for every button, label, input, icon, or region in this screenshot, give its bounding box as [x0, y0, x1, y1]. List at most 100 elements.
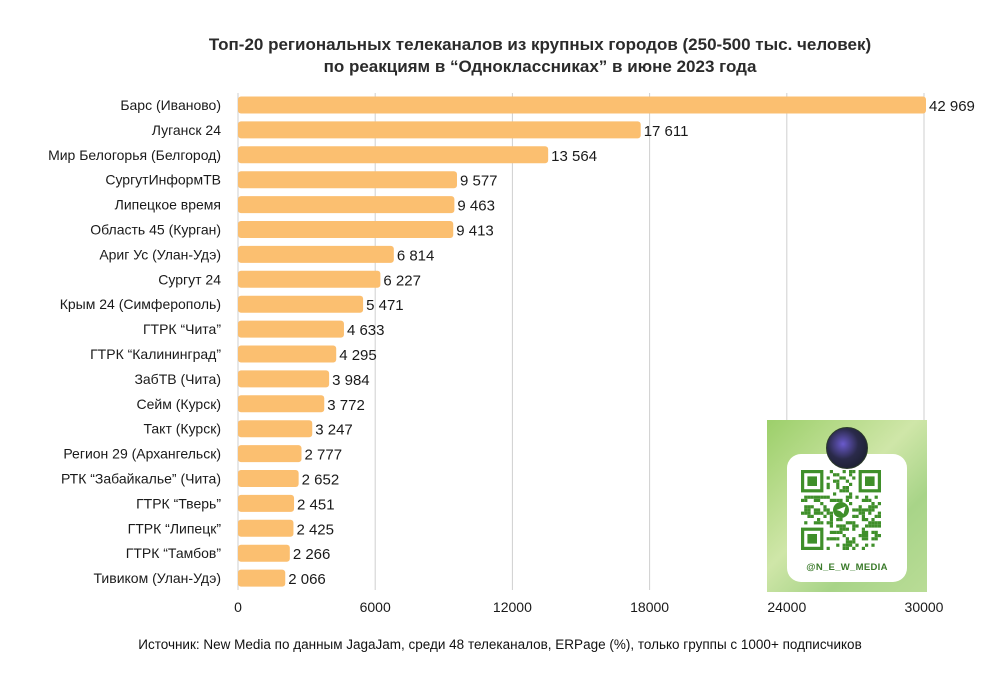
qr-module [868, 498, 872, 502]
qr-module [865, 508, 869, 512]
qr-module [865, 524, 869, 528]
category-label-14: Регион 29 (Архангельск) [63, 446, 221, 462]
category-label-5: Область 45 (Курган) [90, 222, 221, 238]
bar-2 [238, 146, 549, 164]
value-label-2: 13 564 [551, 148, 597, 165]
qr-module [829, 521, 833, 525]
x-tick-label-3: 18000 [630, 599, 669, 615]
qr-module [826, 495, 830, 499]
qr-module [845, 486, 849, 490]
x-tick-label-1: 6000 [360, 599, 391, 615]
qr-module [829, 530, 833, 534]
qr-module [820, 511, 824, 515]
bar-4 [238, 196, 455, 214]
qr-module [861, 511, 865, 515]
x-tick-label-0: 0 [234, 599, 242, 615]
value-label-11: 3 984 [332, 372, 370, 389]
category-label-19: Тивиком (Улан-Удэ) [94, 570, 222, 586]
qr-finder-inner [807, 534, 817, 544]
category-label-16: ГТРК “Тверь” [136, 495, 221, 511]
category-label-10: ГТРК “Калининград” [90, 346, 221, 362]
qr-module [804, 498, 808, 502]
qr-module [868, 524, 872, 528]
qr-module [877, 502, 881, 506]
value-label-10: 4 295 [339, 347, 377, 364]
qr-module [820, 521, 824, 525]
category-label-13: Такт (Курск) [143, 421, 221, 437]
qr-module [826, 476, 830, 480]
qr-code-card[interactable]: @N_E_W_MEDIA [767, 420, 927, 592]
qr-module [874, 537, 878, 541]
qr-module [807, 505, 811, 509]
qr-module [829, 470, 833, 474]
value-label-0: 42 969 [929, 98, 975, 115]
qr-module [801, 498, 805, 502]
category-label-6: Ариг Ус (Улан-Удэ) [99, 246, 221, 262]
qr-module [810, 514, 814, 518]
value-label-17: 2 425 [296, 521, 334, 538]
qr-module [865, 537, 869, 541]
bar-7 [238, 270, 381, 288]
qr-module [865, 495, 869, 499]
qr-module [839, 530, 843, 534]
qr-module [829, 537, 833, 541]
category-label-11: ЗабТВ (Чита) [134, 371, 221, 387]
qr-module [813, 498, 817, 502]
chart-title-line-2: по реакциям в “Одноклассниках” в июне 20… [323, 57, 757, 76]
value-label-6: 6 814 [397, 247, 435, 264]
qr-module [874, 495, 878, 499]
category-label-17: ГТРК “Липецк” [128, 520, 222, 536]
qr-module [833, 492, 837, 496]
qr-module [833, 498, 837, 502]
qr-module [833, 537, 837, 541]
qr-module [852, 524, 856, 528]
qr-module [871, 543, 875, 547]
qr-module [871, 521, 875, 525]
qr-module [852, 470, 856, 474]
telegram-plane-icon [836, 506, 846, 514]
qr-module [868, 508, 872, 512]
value-label-16: 2 451 [297, 496, 335, 513]
category-label-9: ГТРК “Чита” [143, 321, 221, 337]
qr-module [826, 486, 830, 490]
value-label-7: 6 227 [383, 272, 421, 289]
bar-13 [238, 420, 313, 438]
qr-module [839, 524, 843, 528]
value-label-19: 2 066 [288, 571, 326, 588]
qr-module [829, 498, 833, 502]
x-tick-label-2: 12000 [493, 599, 532, 615]
qr-module [817, 498, 821, 502]
qr-module [842, 546, 846, 550]
qr-module [865, 530, 869, 534]
qr-module [826, 521, 830, 525]
qr-module [871, 524, 875, 528]
category-label-2: Мир Белогорья (Белгород) [48, 147, 221, 163]
qr-module [861, 546, 865, 550]
qr-module [813, 521, 817, 525]
qr-module [871, 502, 875, 506]
qr-module [858, 534, 862, 538]
qr-module [877, 511, 881, 515]
qr-module [804, 505, 808, 509]
qr-module [817, 508, 821, 512]
qr-module [833, 473, 837, 477]
qr-module [836, 524, 840, 528]
qr-module [849, 492, 853, 496]
qr-module [842, 470, 846, 474]
qr-module [874, 505, 878, 509]
qr-code-box[interactable]: @N_E_W_MEDIA [787, 454, 907, 582]
qr-module [836, 518, 840, 522]
qr-module [842, 489, 846, 493]
qr-module [804, 521, 808, 525]
qr-module [861, 534, 865, 538]
qr-module [820, 502, 824, 506]
qr-module [861, 527, 865, 531]
qr-module [845, 495, 849, 499]
qr-module [877, 534, 881, 538]
qr-module [852, 546, 856, 550]
qr-module [845, 546, 849, 550]
qr-module [845, 479, 849, 483]
qr-module [813, 508, 817, 512]
qr-module [874, 514, 878, 518]
